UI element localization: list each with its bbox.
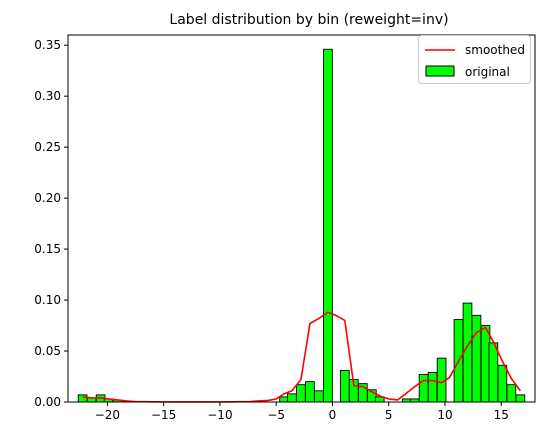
bar bbox=[515, 394, 526, 403]
y-tick-label: 0.00 bbox=[34, 395, 61, 409]
bar bbox=[427, 371, 438, 403]
bar bbox=[305, 381, 315, 403]
y-tick-label: 0.05 bbox=[34, 344, 61, 358]
bar bbox=[471, 314, 482, 403]
x-tick-label: −20 bbox=[95, 408, 120, 422]
x-tick-label: 5 bbox=[385, 408, 393, 422]
x-tick-label: −15 bbox=[151, 408, 176, 422]
legend: smoothed original bbox=[418, 35, 531, 84]
bar bbox=[323, 48, 333, 403]
plot-frame bbox=[67, 34, 536, 403]
x-tick-label: 10 bbox=[437, 408, 452, 422]
y-tick-label: 0.20 bbox=[34, 191, 61, 205]
bar bbox=[488, 342, 499, 403]
x-tick-label: −5 bbox=[267, 408, 285, 422]
legend-original-label: original bbox=[465, 65, 510, 79]
x-tick-label: 15 bbox=[494, 408, 509, 422]
y-tick-label: 0.25 bbox=[34, 140, 61, 154]
bar bbox=[497, 364, 508, 403]
x-tick-label: −10 bbox=[207, 408, 232, 422]
bars-layer bbox=[77, 48, 526, 403]
legend-original-swatch bbox=[425, 65, 455, 77]
y-tick-label: 0.15 bbox=[34, 242, 61, 256]
y-tick-label: 0.35 bbox=[34, 38, 61, 52]
bar bbox=[296, 384, 306, 403]
chart-title: Label distribution by bin (reweight=inv) bbox=[169, 12, 448, 28]
y-tick-label: 0.30 bbox=[34, 89, 61, 103]
bar bbox=[339, 369, 350, 403]
bar bbox=[287, 393, 297, 403]
bar bbox=[314, 390, 324, 403]
x-tick-label: 0 bbox=[329, 408, 337, 422]
bar bbox=[418, 374, 429, 403]
legend-smoothed-label: smoothed bbox=[465, 43, 525, 57]
bar bbox=[77, 394, 88, 403]
bar bbox=[506, 384, 517, 403]
y-tick-label: 0.10 bbox=[34, 293, 61, 307]
axes-layer: −20 −15 −10 −5 0 5 10 15 0.00 0.05 0.10 0.15 0.20 0.2… bbox=[34, 34, 536, 422]
